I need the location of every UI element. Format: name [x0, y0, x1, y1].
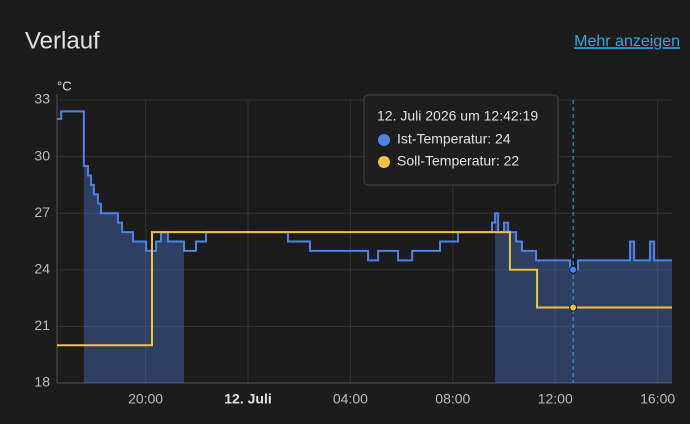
cursor-dot: [569, 265, 578, 274]
y-tick-label: 33: [34, 91, 50, 107]
y-tick-label: 27: [34, 204, 50, 220]
y-tick-label: 21: [34, 317, 50, 333]
series-line: [57, 110, 672, 271]
cursor-dot: [569, 303, 578, 312]
more-link[interactable]: Mehr anzeigen: [574, 33, 680, 50]
y-tick-label: 18: [34, 374, 50, 390]
y-tick-label: 24: [34, 261, 50, 277]
x-tick-label: 04:00: [333, 391, 368, 407]
series-line: [57, 231, 672, 347]
tooltip-title: 12. Juli 2026 um 12:42:19: [377, 108, 538, 124]
x-tick-label: 12. Juli: [224, 391, 271, 407]
x-tick-label: 20:00: [128, 391, 163, 407]
legend-swatch: [378, 134, 390, 146]
y-tick-label: 30: [34, 147, 50, 163]
legend-swatch: [378, 156, 390, 168]
tooltip-line: Ist-Temperatur: 24: [397, 131, 511, 147]
x-tick-label: 12:00: [538, 391, 573, 407]
tooltip-line: Soll-Temperatur: 22: [397, 153, 519, 169]
tooltip-box: [363, 94, 559, 186]
x-tick-label: 08:00: [435, 391, 470, 407]
card-title: Verlauf: [25, 27, 100, 54]
x-tick-label: 16:00: [640, 391, 675, 407]
y-axis-label: °C: [57, 78, 72, 93]
